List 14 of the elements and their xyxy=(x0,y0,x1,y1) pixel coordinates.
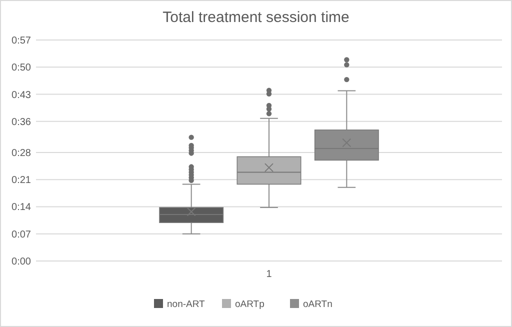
y-tick-label: 0:43 xyxy=(12,90,32,101)
legend-label: oARTn xyxy=(303,299,332,310)
y-tick-label: 0:00 xyxy=(12,256,32,268)
legend-label: oARTp xyxy=(235,299,264,310)
y-tick-label: 0:07 xyxy=(12,229,32,240)
y-tick-label: 0:14 xyxy=(12,202,32,214)
chart-title: Total treatment session time xyxy=(162,9,350,26)
y-tick-label: 0:50 xyxy=(12,62,32,74)
x-tick-label: 1 xyxy=(266,269,272,280)
y-tick-label: 0:28 xyxy=(12,148,32,159)
y-tick-label: 0:57 xyxy=(12,36,32,46)
y-tick-label: 0:21 xyxy=(12,175,32,186)
y-tick-label: 0:36 xyxy=(12,116,32,128)
legend-label: non-ART xyxy=(167,299,206,310)
